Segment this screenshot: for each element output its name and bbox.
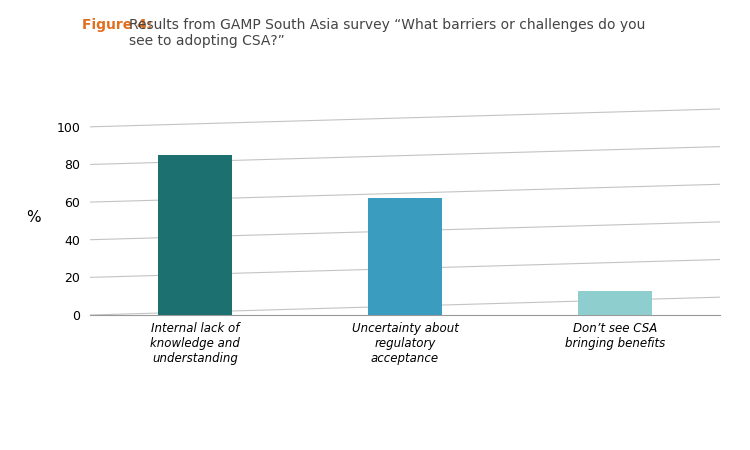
Text: Results from GAMP South Asia survey “What barriers or challenges do you
see to a: Results from GAMP South Asia survey “Wha… <box>129 18 645 48</box>
Bar <box>578 291 652 315</box>
Bar <box>368 198 442 315</box>
Bar <box>578 291 652 315</box>
Bar <box>158 155 232 315</box>
Bar <box>368 198 442 315</box>
Text: Figure 4:: Figure 4: <box>82 18 158 32</box>
Y-axis label: %: % <box>26 210 40 225</box>
Bar <box>158 155 232 315</box>
